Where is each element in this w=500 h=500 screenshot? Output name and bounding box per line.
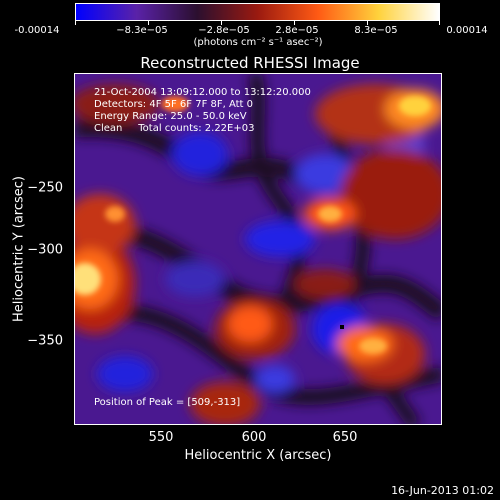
peak-marker (340, 325, 344, 329)
info-line: Clean Total counts: 2.22E+03 (94, 123, 255, 134)
colorbar-units: (photons cm⁻² s⁻¹ asec⁻²) (193, 37, 323, 48)
x-tick-label: 650 (332, 430, 358, 445)
colorbar-tick (221, 21, 222, 25)
x-axis-label: Heliocentric X (arcsec) (184, 448, 332, 463)
colorbar (75, 3, 440, 21)
colorbar-tick (148, 21, 149, 25)
peak-position-label: Position of Peak = [509,-313] (94, 397, 241, 408)
colorbar-tick-label: -0.00014 (14, 25, 60, 36)
x-tick-label: 550 (148, 430, 174, 445)
info-line: 21-Oct-2004 13:09:12.000 to 13:12:20.000 (94, 87, 311, 98)
intensity-map (75, 74, 441, 424)
y-tick-label: −250 (27, 180, 63, 196)
rhessi-image: 21-Oct-2004 13:09:12.000 to 13:12:20.000… (74, 73, 442, 425)
colorbar-tick (294, 21, 295, 25)
y-axis-label: Heliocentric Y (arcsec) (11, 176, 27, 322)
colorbar-tick (75, 21, 76, 25)
info-line: Energy Range: 25.0 - 50.0 keV (94, 111, 247, 122)
y-tick-label: −300 (27, 242, 63, 258)
info-line: Detectors: 4F 5F 6F 7F 8F, Att 0 (94, 99, 254, 110)
colorbar-tick-label: 2.8e−05 (275, 25, 319, 36)
timestamp: 16-Jun-2013 01:02 (391, 484, 494, 497)
colorbar-tick-label: 8.3e−05 (354, 25, 398, 36)
colorbar-tick-label: 0.00014 (446, 25, 488, 36)
x-tick-label: 600 (241, 430, 267, 445)
colorbar-tick (367, 21, 368, 25)
plot-title: Reconstructed RHESSI Image (140, 54, 360, 72)
y-tick-label: −350 (27, 333, 63, 349)
colorbar-tick-label: −8.3e−05 (116, 25, 168, 36)
colorbar-tick-label: −2.8e−05 (198, 25, 250, 36)
colorbar-tick (439, 21, 440, 25)
